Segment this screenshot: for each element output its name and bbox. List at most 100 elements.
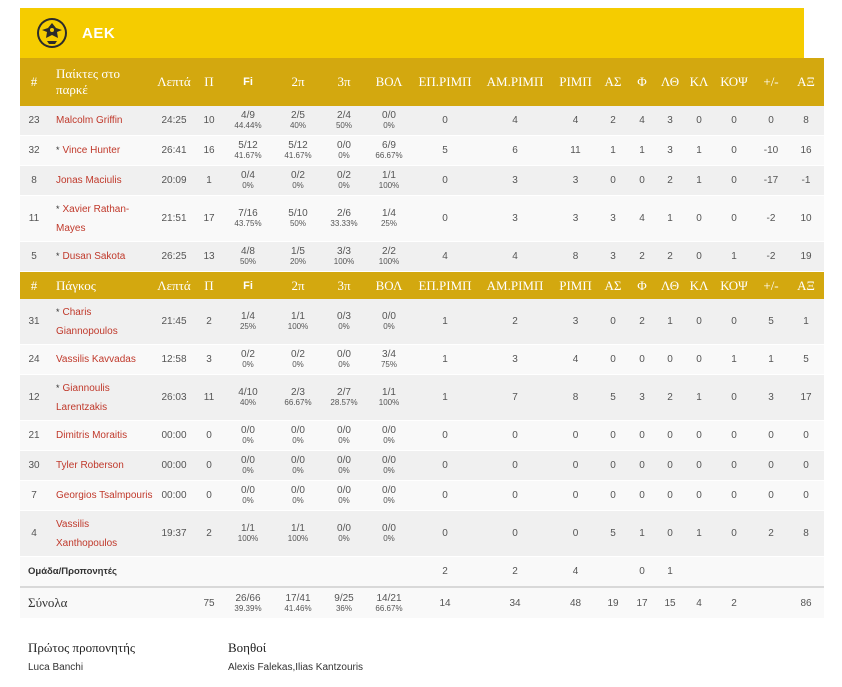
player-number: 30	[20, 450, 48, 481]
player-name-link[interactable]: * Charis Giannopoulos	[48, 299, 153, 345]
player-name[interactable]: Giannoulis Larentzakis	[56, 382, 110, 413]
player-name-link[interactable]: Vassilis Kavvadas	[48, 344, 153, 375]
totals-dreb: 34	[477, 586, 553, 619]
player-name-link[interactable]: * Xavier Rathan-Mayes	[48, 195, 153, 242]
player-blk: 0	[714, 299, 754, 345]
player-points: 17	[195, 195, 223, 242]
player-fg: 0/0 0%	[223, 450, 273, 481]
player-name[interactable]: Vassilis Xanthopoulos	[56, 518, 118, 549]
player-stl: 0	[684, 241, 714, 272]
player-ast: 0	[598, 299, 628, 345]
assistant-coaches-block: Βοηθοί Alexis Falekas,Ilias Kantzouris	[228, 640, 363, 673]
col-reb-header: ΡΙΜΠ	[553, 58, 598, 106]
col-fouls-header: Φ	[628, 58, 656, 106]
player-to: 3	[656, 135, 684, 166]
col-points-header: Π	[195, 58, 223, 106]
player-ft: 0/0 0%	[365, 420, 413, 451]
starter-marker: *	[56, 306, 60, 317]
head-coach-block: Πρώτος προπονητής Luca Banchi	[28, 640, 135, 673]
player-fouls: 4	[628, 106, 656, 136]
player-name[interactable]: Vassilis Kavvadas	[56, 354, 136, 365]
player-ft: 0/0 0%	[365, 510, 413, 557]
player-reb: 8	[553, 241, 598, 272]
player-name[interactable]: Georgios Tsalmpouris	[56, 490, 153, 501]
player-name[interactable]: Charis Giannopoulos	[56, 306, 118, 337]
player-oreb: 0	[413, 165, 477, 196]
player-eff: 0	[788, 450, 824, 481]
player-ast: 5	[598, 374, 628, 421]
player-points: 16	[195, 135, 223, 166]
aek-eagle-logo-icon	[37, 18, 67, 48]
player-minutes: 21:51	[153, 195, 195, 242]
player-blk: 0	[714, 420, 754, 451]
boxscore-panel: ΑΕΚ # Παίκτες στο παρκέ Λεπτά Π Fi 2π 3π…	[20, 8, 824, 619]
player-reb: 0	[553, 510, 598, 557]
player-name[interactable]: Xavier Rathan-Mayes	[56, 203, 130, 234]
player-name-link[interactable]: Tyler Roberson	[48, 450, 153, 481]
player-row: 24 Vassilis Kavvadas 12:58 3 0/2 0% 0/2 0% 0/0 0%…	[20, 344, 824, 375]
player-stl: 0	[684, 299, 714, 345]
player-points: 11	[195, 374, 223, 421]
col-blk-header: ΚΟΨ	[714, 58, 754, 106]
player-name-link[interactable]: * Giannoulis Larentzakis	[48, 374, 153, 421]
player-minutes: 26:41	[153, 135, 195, 166]
col-eff-header: ΑΞ	[788, 58, 824, 106]
player-ft: 6/9 66.67%	[365, 135, 413, 166]
col-ft-header: ΒΟΛ	[365, 58, 413, 106]
player-reb: 4	[553, 106, 598, 136]
starters-header-row: # Παίκτες στο παρκέ Λεπτά Π Fi 2π 3π ΒΟΛ…	[20, 58, 824, 106]
player-name[interactable]: Dusan Sakota	[62, 251, 126, 262]
player-name[interactable]: Malcolm Griffin	[56, 115, 123, 126]
player-to: 0	[656, 450, 684, 481]
player-number: 24	[20, 344, 48, 375]
player-fouls: 1	[628, 510, 656, 557]
starters-body: 23 Malcolm Griffin 24:25 10 4/9 44.44% 2/5 40% 2…	[20, 106, 824, 272]
player-name-link[interactable]: Malcolm Griffin	[48, 106, 153, 136]
player-minutes: 26:25	[153, 241, 195, 272]
player-dreb: 0	[477, 420, 553, 451]
player-ast: 2	[598, 106, 628, 136]
player-fg: 0/0 0%	[223, 480, 273, 511]
player-3pt: 2/4 50%	[323, 106, 365, 136]
player-minutes: 26:03	[153, 374, 195, 421]
player-fouls: 0	[628, 344, 656, 375]
player-ft: 1/1 100%	[365, 374, 413, 421]
player-reb: 3	[553, 165, 598, 196]
player-points: 0	[195, 420, 223, 451]
player-blk: 1	[714, 241, 754, 272]
team-header-bar: ΑΕΚ	[20, 8, 804, 58]
totals-to: 15	[656, 586, 684, 619]
player-stl: 1	[684, 374, 714, 421]
player-fouls: 3	[628, 374, 656, 421]
player-name[interactable]: Jonas Maciulis	[56, 175, 122, 186]
player-stl: 1	[684, 135, 714, 166]
player-fg: 7/16 43.75%	[223, 195, 273, 242]
player-name-link[interactable]: Georgios Tsalmpouris	[48, 480, 153, 511]
player-plusminus: 5	[754, 299, 788, 345]
player-blk: 0	[714, 135, 754, 166]
player-name-link[interactable]: Dimitris Moraitis	[48, 420, 153, 451]
player-fouls: 0	[628, 165, 656, 196]
team-coaches-row: Ομάδα/Προπονητές 2 2 4 0 1	[20, 556, 824, 588]
player-name-link[interactable]: * Vince Hunter	[48, 135, 153, 166]
player-2pt: 2/5 40%	[273, 106, 323, 136]
player-reb: 11	[553, 135, 598, 166]
totals-plusminus	[754, 586, 788, 619]
player-row: 7 Georgios Tsalmpouris 00:00 0 0/0 0% 0/0 0% 0/0…	[20, 480, 824, 511]
player-name[interactable]: Tyler Roberson	[56, 460, 124, 471]
col-dreb-header: ΑΜ.ΡΙΜΠ	[477, 271, 553, 299]
player-fg: 0/4 0%	[223, 165, 273, 196]
player-name-link[interactable]: Jonas Maciulis	[48, 165, 153, 196]
player-number: 5	[20, 241, 48, 272]
col-oreb-header: ΕΠ.ΡΙΜΠ	[413, 58, 477, 106]
player-name[interactable]: Vince Hunter	[62, 145, 121, 156]
player-to: 0	[656, 480, 684, 511]
player-fouls: 2	[628, 299, 656, 345]
player-name-link[interactable]: Vassilis Xanthopoulos	[48, 510, 153, 557]
player-oreb: 0	[413, 450, 477, 481]
player-name-link[interactable]: * Dusan Sakota	[48, 241, 153, 272]
player-2pt: 0/2 0%	[273, 165, 323, 196]
player-name[interactable]: Dimitris Moraitis	[56, 430, 128, 441]
player-points: 0	[195, 480, 223, 511]
player-eff: 17	[788, 374, 824, 421]
